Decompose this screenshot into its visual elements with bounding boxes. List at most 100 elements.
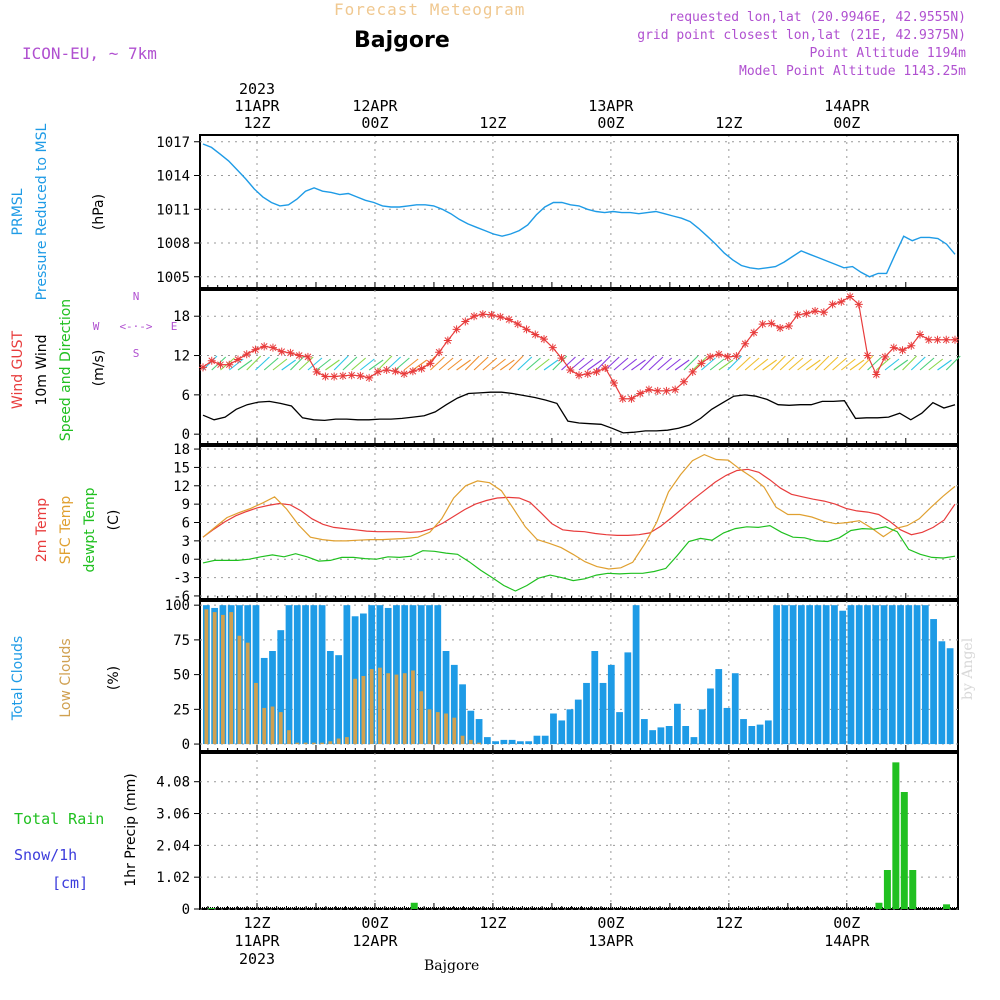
- gust-marker: [776, 324, 785, 333]
- wind-arrow: [377, 355, 393, 371]
- compass-w: W: [93, 320, 100, 333]
- gust-marker: [435, 348, 444, 357]
- low-cloud-bar: [344, 737, 349, 745]
- wind-arrow: [622, 358, 638, 371]
- total-cloud-bar: [748, 726, 756, 745]
- gust-marker: [216, 360, 225, 369]
- total-cloud-bar: [624, 652, 632, 745]
- label-10m-wind: 10m Wind: [34, 334, 50, 405]
- low-cloud-bar: [320, 742, 324, 745]
- low-cloud-bar: [270, 706, 275, 745]
- label-pressure-unit: (hPa): [91, 194, 107, 230]
- low-cloud-bar: [394, 674, 399, 745]
- label-dewpt: dewpt Temp: [82, 487, 98, 572]
- total-cloud-bar: [467, 710, 475, 745]
- low-cloud-bar: [402, 673, 407, 745]
- low-cloud-bar: [254, 682, 258, 745]
- wind-arrow: [666, 358, 681, 371]
- low-cloud-bar: [237, 635, 242, 745]
- y-tick-label: 50: [173, 668, 190, 684]
- y-tick-label: 3: [182, 534, 190, 550]
- total-cloud-bar: [583, 682, 590, 745]
- wind-arrow: [683, 355, 699, 371]
- total-cloud-bar: [335, 655, 342, 745]
- gust-marker: [592, 367, 601, 376]
- total-cloud-bar: [806, 605, 814, 745]
- gust-marker: [513, 320, 522, 329]
- gust-marker: [653, 386, 662, 395]
- total-cloud-bar: [781, 605, 789, 745]
- total-cloud-bar: [599, 682, 607, 745]
- gust-marker: [749, 328, 758, 337]
- panel-clouds: 0 25 50 75 100: [165, 598, 959, 753]
- top-time-label: 12Z: [479, 114, 506, 132]
- gust-marker: [609, 379, 618, 388]
- low-cloud-bar: [427, 709, 432, 745]
- total-cloud-bar: [649, 730, 657, 745]
- total-cloud-bar: [921, 605, 929, 745]
- wind-arrow: [884, 358, 900, 371]
- wind-arrow: [727, 355, 743, 371]
- gust-marker: [916, 330, 925, 339]
- wind-arrow: [220, 357, 235, 371]
- wind-arrow: [928, 358, 944, 371]
- wind-arrow: [709, 358, 725, 371]
- y-tick-label: 6: [182, 388, 190, 404]
- gust-marker: [400, 369, 409, 378]
- gust-marker: [268, 343, 277, 352]
- total-cloud-bar: [847, 605, 855, 745]
- gust-marker: [767, 319, 776, 328]
- top-time-label: 00Z: [833, 114, 860, 132]
- low-cloud-bar: [411, 670, 415, 745]
- wind-arrow: [228, 358, 244, 371]
- y-tick-label: 15: [173, 460, 190, 476]
- bottom-time-label: 12Z: [715, 914, 742, 932]
- label-prmsl-desc: Pressure Reduced to MSL: [34, 123, 50, 300]
- wind-arrow: [779, 356, 795, 371]
- low-cloud-bar: [303, 742, 308, 745]
- gust-marker: [286, 348, 295, 357]
- total-cloud-bar: [632, 605, 640, 745]
- model-label: ICON-EU, ~ 7km: [22, 44, 157, 63]
- total-cloud-bar: [475, 719, 483, 745]
- wind-arrow: [561, 356, 576, 371]
- panel-precip: 0 1.02 2.04 3.06 4.08: [156, 752, 959, 918]
- gust-marker: [837, 297, 846, 306]
- low-cloud-bar: [221, 614, 225, 745]
- gust-marker: [802, 309, 811, 318]
- total-cloud-bar: [831, 605, 838, 745]
- gust-marker: [854, 300, 863, 309]
- wind-arrow: [307, 357, 323, 371]
- top-time-label: 00Z: [597, 114, 624, 132]
- total-cloud-bar: [938, 641, 946, 745]
- gust-marker: [295, 351, 304, 360]
- gust-marker: [312, 367, 321, 376]
- gust-marker: [924, 335, 933, 344]
- wind-arrow: [368, 359, 384, 371]
- gust-marker: [260, 342, 269, 351]
- gust-marker: [373, 367, 382, 376]
- gust-marker: [889, 343, 898, 352]
- y-tick-label: 1017: [156, 135, 190, 151]
- wind-arrow: [517, 356, 533, 371]
- gust-marker: [452, 325, 461, 334]
- gust-marker: [347, 371, 356, 380]
- series-wind10m: [202, 391, 956, 434]
- gust-marker: [828, 300, 837, 309]
- gust-marker: [417, 364, 426, 373]
- total-cloud-bar: [764, 720, 772, 745]
- wind-arrow: [526, 357, 541, 371]
- panel-temperature: -6 -3 0 3 6 9 12 15 18: [173, 442, 959, 605]
- total-cloud-bar: [756, 724, 764, 745]
- total-cloud-bar: [640, 719, 648, 745]
- total-cloud-bar: [318, 605, 326, 745]
- gust-marker: [741, 339, 750, 348]
- total-cloud-bar: [450, 664, 458, 745]
- total-cloud-bar: [343, 605, 351, 745]
- top-time-label: 11APR: [234, 97, 280, 115]
- label-sfc-temp: SFC Temp: [58, 496, 74, 565]
- label-wind-gust: Wind GUST: [10, 330, 26, 409]
- gust-marker: [793, 310, 802, 319]
- chart-title: Forecast Meteogram: [334, 0, 526, 19]
- total-cloud-bar: [723, 707, 731, 745]
